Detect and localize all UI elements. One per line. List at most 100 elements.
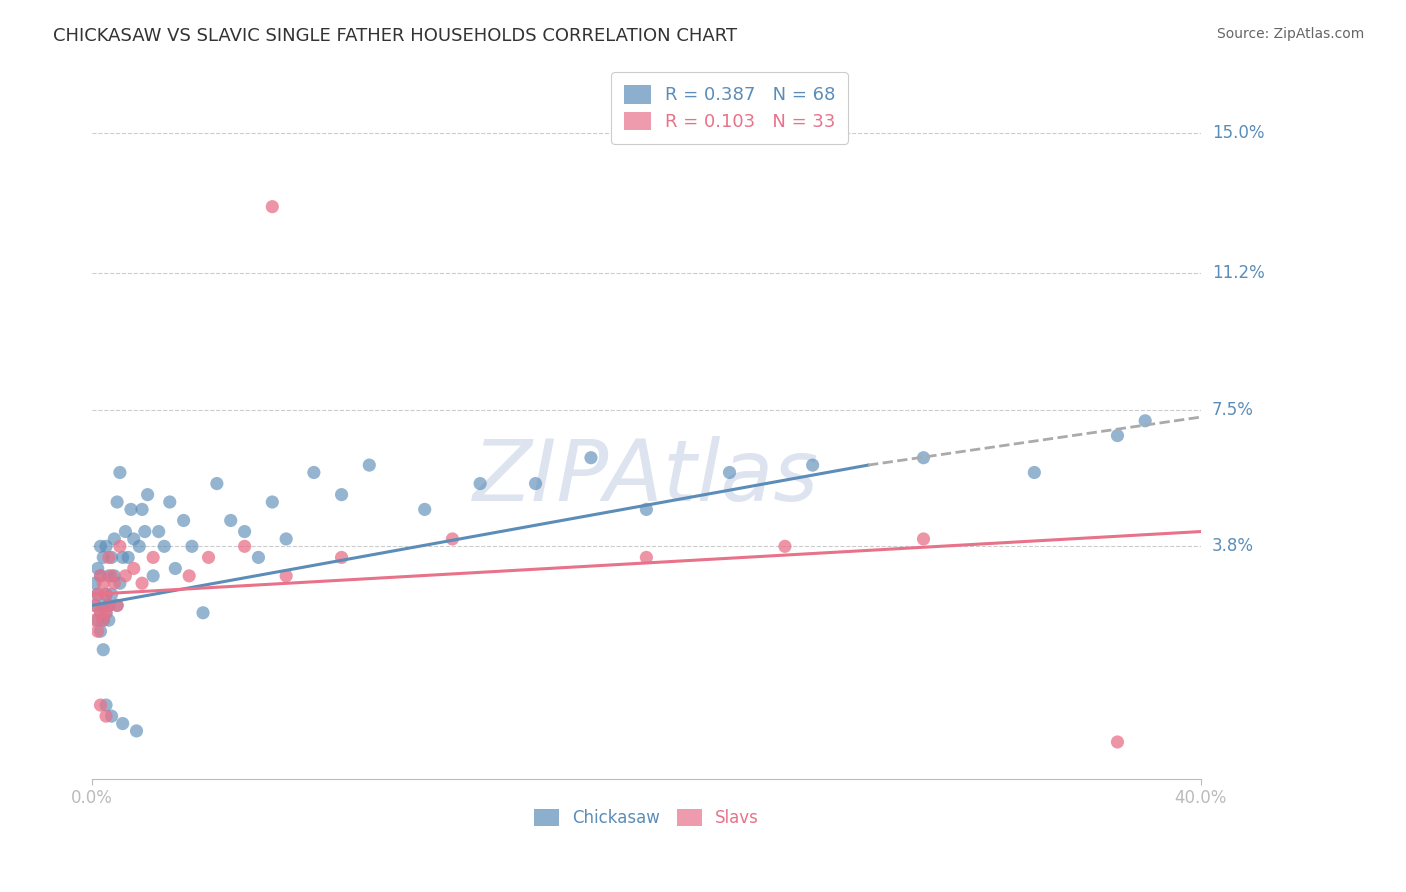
Point <box>441 532 464 546</box>
Point <box>330 488 353 502</box>
Point <box>84 613 107 627</box>
Point <box>1107 428 1129 442</box>
Point <box>114 569 136 583</box>
Point <box>912 450 935 465</box>
Point <box>122 532 145 546</box>
Point <box>94 606 117 620</box>
Point <box>89 569 111 583</box>
Point <box>111 716 134 731</box>
Point <box>100 550 122 565</box>
Point <box>159 495 181 509</box>
Point <box>89 606 111 620</box>
Text: 7.5%: 7.5% <box>1212 401 1254 418</box>
Point <box>87 624 110 639</box>
Point <box>165 561 187 575</box>
Point <box>94 606 117 620</box>
Point <box>91 613 114 627</box>
Point <box>181 539 204 553</box>
Point <box>100 587 122 601</box>
Point <box>97 613 120 627</box>
Point <box>105 599 128 613</box>
Text: 11.2%: 11.2% <box>1212 264 1264 282</box>
Point <box>114 524 136 539</box>
Point <box>91 599 114 613</box>
Point <box>100 709 122 723</box>
Point <box>94 587 117 601</box>
Point <box>359 458 381 472</box>
Point <box>1024 466 1046 480</box>
Point <box>91 550 114 565</box>
Point <box>84 599 107 613</box>
Point <box>1133 414 1156 428</box>
Point <box>94 698 117 712</box>
Point <box>142 569 165 583</box>
Point <box>276 569 298 583</box>
Point <box>718 466 741 480</box>
Point <box>276 532 298 546</box>
Point <box>100 569 122 583</box>
Point <box>125 723 148 738</box>
Point <box>191 606 214 620</box>
Point <box>524 476 547 491</box>
Point <box>97 569 120 583</box>
Point <box>579 450 602 465</box>
Point <box>128 539 150 553</box>
Point <box>773 539 796 553</box>
Point <box>91 642 114 657</box>
Text: ZIPAtlas: ZIPAtlas <box>474 436 820 519</box>
Text: Source: ZipAtlas.com: Source: ZipAtlas.com <box>1216 27 1364 41</box>
Point <box>197 550 219 565</box>
Point <box>89 539 111 553</box>
Point <box>103 532 125 546</box>
Point <box>94 539 117 553</box>
Point <box>912 532 935 546</box>
Point <box>89 569 111 583</box>
Point <box>87 613 110 627</box>
Point <box>413 502 436 516</box>
Point <box>103 576 125 591</box>
Text: CHICKASAW VS SLAVIC SINGLE FATHER HOUSEHOLDS CORRELATION CHART: CHICKASAW VS SLAVIC SINGLE FATHER HOUSEH… <box>53 27 738 45</box>
Point <box>97 599 120 613</box>
Point <box>233 539 256 553</box>
Point <box>1107 735 1129 749</box>
Point <box>89 698 111 712</box>
Point <box>179 569 201 583</box>
Point <box>108 466 131 480</box>
Point <box>103 569 125 583</box>
Point <box>468 476 491 491</box>
Point <box>97 550 120 565</box>
Point <box>148 524 170 539</box>
Point <box>636 550 658 565</box>
Point <box>302 466 325 480</box>
Point <box>153 539 176 553</box>
Point <box>262 495 284 509</box>
Text: 3.8%: 3.8% <box>1212 537 1254 556</box>
Point <box>89 624 111 639</box>
Point <box>91 613 114 627</box>
Point <box>262 200 284 214</box>
Point <box>91 576 114 591</box>
Point <box>87 587 110 601</box>
Point <box>97 599 120 613</box>
Point <box>219 513 242 527</box>
Point <box>94 587 117 601</box>
Point <box>173 513 195 527</box>
Point <box>131 502 153 516</box>
Point <box>120 502 142 516</box>
Point <box>105 495 128 509</box>
Point <box>136 488 159 502</box>
Point <box>105 599 128 613</box>
Point <box>801 458 824 472</box>
Point <box>84 576 107 591</box>
Point <box>108 576 131 591</box>
Point <box>247 550 270 565</box>
Point <box>108 539 131 553</box>
Point <box>142 550 165 565</box>
Point <box>89 606 111 620</box>
Point <box>111 550 134 565</box>
Point <box>117 550 139 565</box>
Text: 15.0%: 15.0% <box>1212 124 1264 142</box>
Point <box>87 587 110 601</box>
Point <box>330 550 353 565</box>
Point <box>131 576 153 591</box>
